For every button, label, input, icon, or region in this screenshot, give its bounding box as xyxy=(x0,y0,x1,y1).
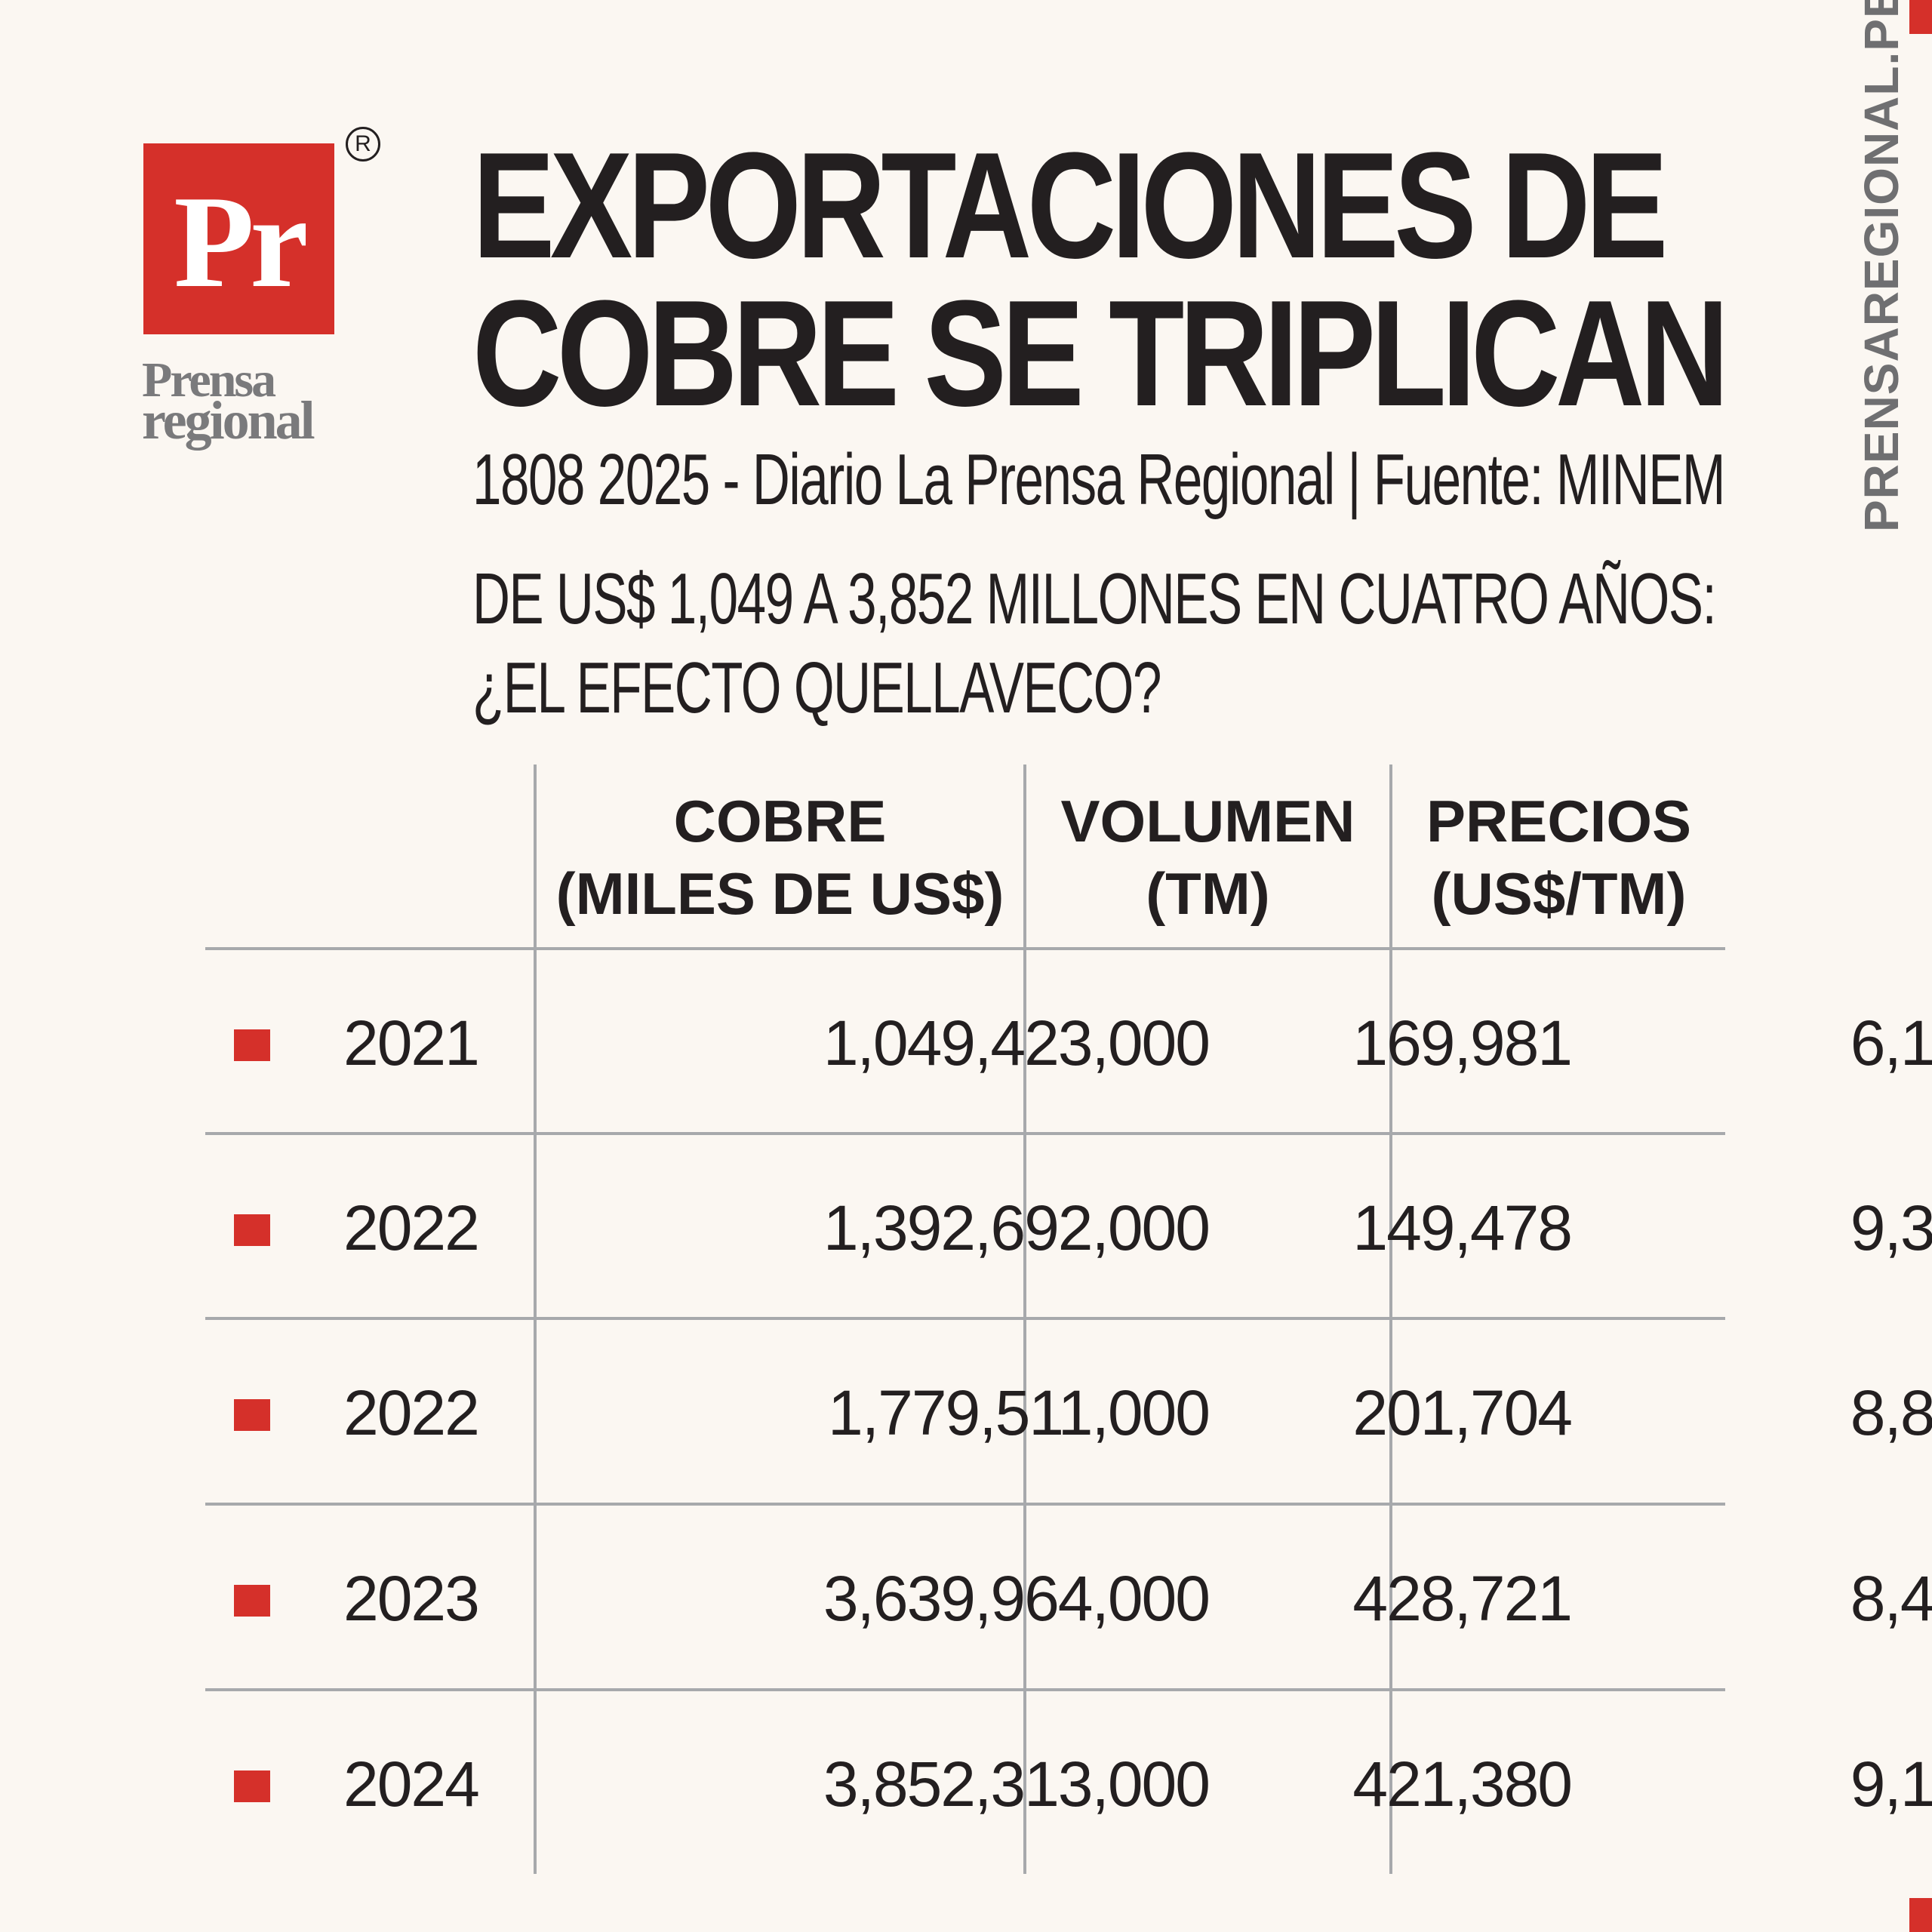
page-title: EXPORTACIONES DE COBRE SE TRIPLICAN xyxy=(472,122,1729,438)
cell-cobre: 1,779,511,000 xyxy=(828,1377,1211,1448)
subtitle-source: 1808 2025 - Diario La Prensa Regional | … xyxy=(472,439,1725,520)
cell-cobre: 3,852,313,000 xyxy=(823,1749,1211,1820)
headline: DE US$ 1,049 A 3,852 MILLONES EN CUATRO … xyxy=(472,555,1717,733)
registered-trademark-icon: R xyxy=(346,127,380,162)
column-header-cobre: COBRE (MILES DE US$) xyxy=(537,785,1023,936)
cell-year: 2024 xyxy=(343,1749,480,1820)
headline-line-1: DE US$ 1,049 A 3,852 MILLONES EN CUATRO … xyxy=(472,558,1717,639)
cell-year: 2021 xyxy=(343,1008,480,1078)
cell-precio: 8,822 xyxy=(1850,1377,1932,1448)
side-url: PRENSAREGIONAL.PE xyxy=(1854,0,1909,532)
corner-accent-top xyxy=(1909,0,1932,34)
cell-year: 2022 xyxy=(343,1377,480,1448)
logo: Pr xyxy=(143,143,334,334)
table-rule-4 xyxy=(205,1688,1725,1691)
cell-year: 2022 xyxy=(343,1192,480,1263)
cell-volumen: 428,721 xyxy=(1352,1563,1573,1634)
table-row: 2022 1,392,692,000 149,478 9,317 xyxy=(205,1136,1932,1320)
title-line-2: COBRE SE TRIPLICAN xyxy=(472,269,1729,438)
cell-precio: 8,490 xyxy=(1850,1563,1932,1634)
column-header-precios: PRECIOS (US$/TM) xyxy=(1392,785,1725,936)
table-row: 2024 3,852,313,000 421,380 9,142 xyxy=(205,1692,1932,1876)
cell-volumen: 421,380 xyxy=(1352,1749,1573,1820)
corner-accent-bottom xyxy=(1909,1898,1932,1932)
cell-cobre: 1,049,423,000 xyxy=(823,1008,1211,1078)
table-rule-header xyxy=(205,947,1725,950)
cell-cobre: 3,639,964,000 xyxy=(823,1563,1211,1634)
cell-cobre: 1,392,692,000 xyxy=(823,1192,1211,1263)
header-precios-line-2: (US$/TM) xyxy=(1431,860,1687,927)
cell-volumen: 201,704 xyxy=(1352,1377,1573,1448)
cell-precio: 6,174 xyxy=(1850,1008,1932,1078)
table-rule-1 xyxy=(205,1132,1725,1135)
cell-precio: 9,142 xyxy=(1850,1749,1932,1820)
column-header-volumen: VOLUMEN (TM) xyxy=(1026,785,1389,936)
row-marker-icon xyxy=(234,1029,270,1061)
header-cobre-line-2: (MILES DE US$) xyxy=(555,860,1004,927)
row-marker-icon xyxy=(234,1214,270,1246)
cell-volumen: 149,478 xyxy=(1352,1192,1573,1263)
title-line-1: EXPORTACIONES DE xyxy=(472,122,1668,290)
brand-wordmark: Prensa regional xyxy=(142,352,315,451)
table-rule-2 xyxy=(205,1317,1725,1320)
cell-precio: 9,317 xyxy=(1850,1192,1932,1263)
row-marker-icon xyxy=(234,1399,270,1431)
header-precios-line-1: PRECIOS xyxy=(1426,788,1692,854)
cell-volumen: 169,981 xyxy=(1352,1008,1573,1078)
headline-line-2: ¿EL EFECTO QUELLAVECO? xyxy=(472,648,1161,728)
row-marker-icon xyxy=(234,1770,270,1802)
header-volumen-line-2: (TM) xyxy=(1146,860,1270,927)
table-row: 2022 1,779,511,000 201,704 8,822 xyxy=(205,1321,1932,1505)
header-volumen-line-1: VOLUMEN xyxy=(1060,788,1355,854)
brand-line-1: Prensa xyxy=(142,352,276,408)
header-cobre-line-1: COBRE xyxy=(673,788,887,854)
logo-mark: Pr xyxy=(174,168,309,315)
table-rule-3 xyxy=(205,1503,1725,1506)
row-marker-icon xyxy=(234,1585,270,1617)
table-row: 2021 1,049,423,000 169,981 6,174 xyxy=(205,951,1932,1135)
table-row: 2023 3,639,964,000 428,721 8,490 xyxy=(205,1506,1932,1690)
cell-year: 2023 xyxy=(343,1563,480,1634)
brand-line-2: regional xyxy=(142,390,315,451)
